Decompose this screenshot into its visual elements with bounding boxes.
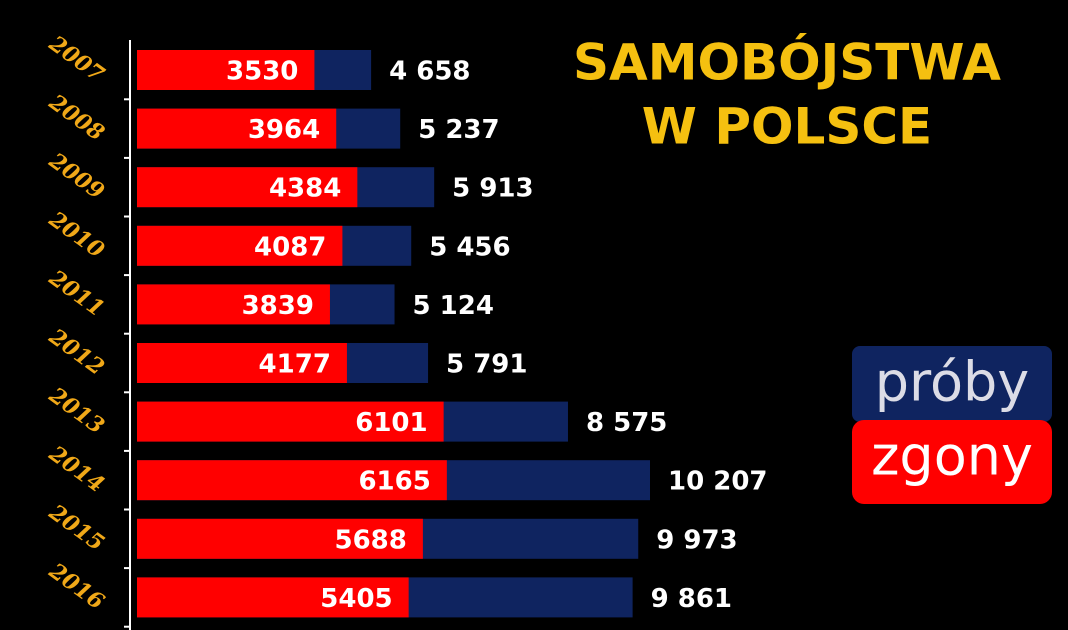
- data-label: 6165: [358, 467, 430, 497]
- bar: [137, 50, 315, 90]
- data-label: 5 791: [446, 350, 527, 380]
- data-label: 5 456: [429, 232, 510, 262]
- bar: [137, 401, 444, 442]
- data-label: 4 658: [389, 57, 470, 87]
- legend-label: próby: [875, 351, 1030, 414]
- data-label: 8 575: [586, 408, 667, 438]
- bar: [137, 108, 337, 149]
- bar: [137, 343, 347, 383]
- legend-label: zgony: [871, 425, 1033, 488]
- legend-box: [852, 420, 1052, 504]
- data-label: 4087: [254, 232, 326, 262]
- legend-box: [852, 346, 1052, 422]
- bar: [137, 518, 423, 559]
- data-label: 3964: [248, 115, 320, 145]
- data-label: 9 973: [656, 525, 737, 555]
- bar: [137, 577, 409, 618]
- data-label: 4177: [259, 350, 331, 380]
- data-label: 5 237: [418, 115, 499, 145]
- bar: [137, 460, 447, 501]
- bar: [137, 167, 358, 208]
- chart-title: W POLSCE: [642, 98, 932, 156]
- data-label: 3839: [242, 291, 314, 321]
- data-label: 5 913: [452, 174, 533, 204]
- data-label: 6101: [355, 408, 427, 438]
- data-label: 10 207: [668, 467, 768, 497]
- bar: [137, 225, 343, 266]
- bar: [137, 284, 330, 325]
- data-label: 4384: [269, 174, 341, 204]
- data-label: 5405: [320, 584, 392, 614]
- data-label: 9 861: [651, 584, 732, 614]
- data-label: 5 124: [413, 291, 494, 321]
- data-label: 5688: [335, 525, 407, 555]
- chart-title: SAMOBÓJSTWA: [573, 33, 1001, 92]
- data-label: 3530: [226, 57, 298, 87]
